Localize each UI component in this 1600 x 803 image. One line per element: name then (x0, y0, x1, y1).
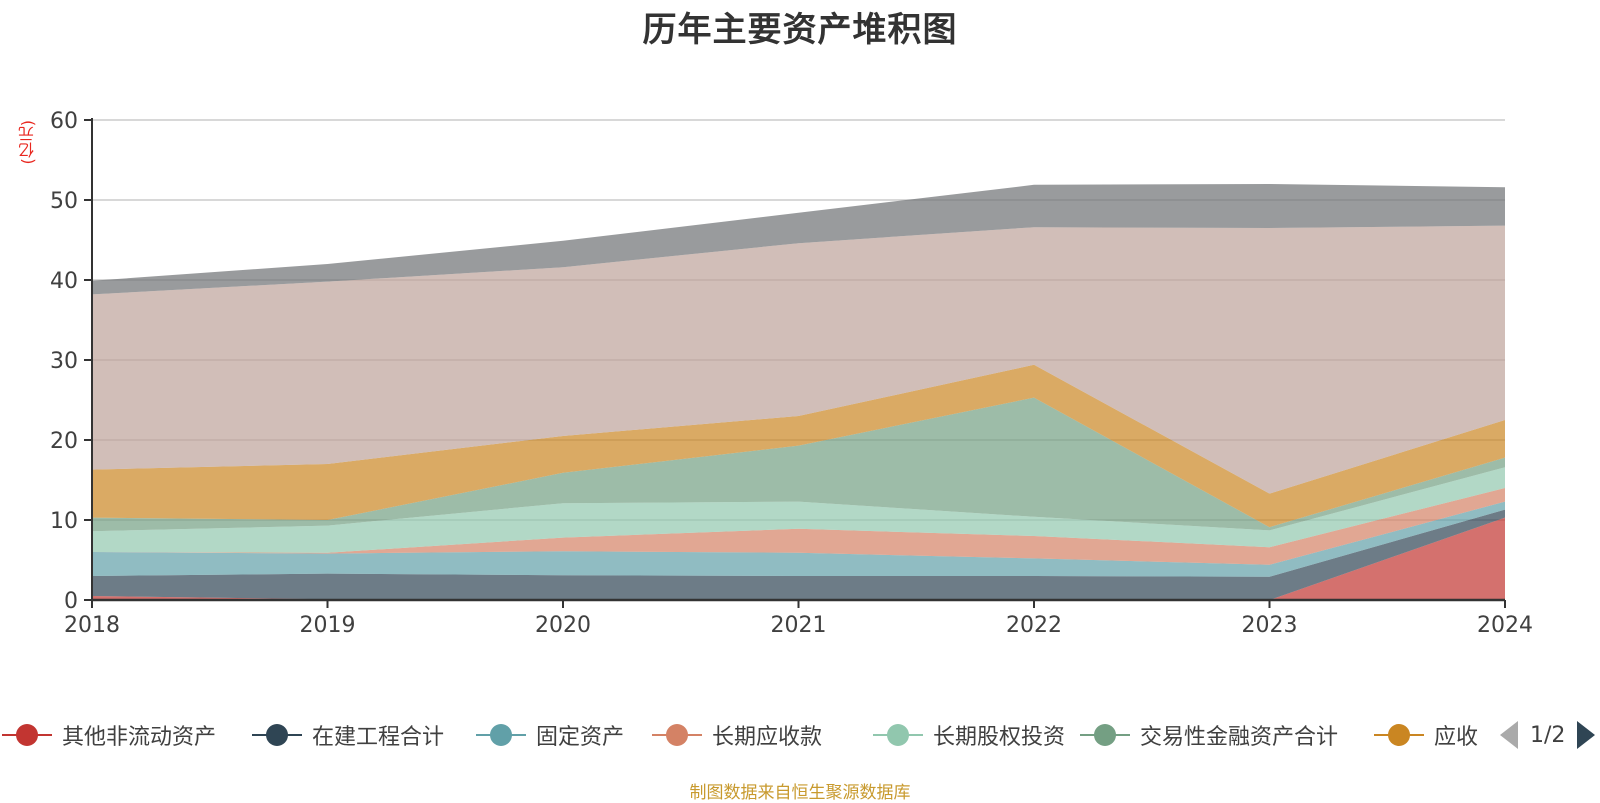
axes: 0 10 20 30 40 50 60 2018 2019 2020 2021 2022 2023 202… (50, 109, 1533, 638)
legend-marker-icon (252, 723, 302, 747)
area-series-0[interactable] (92, 517, 1505, 600)
x-tick-label: 2020 (535, 613, 591, 638)
legend-label: 长期应收款 (712, 725, 823, 750)
stacked-area-chart: 0 10 20 30 40 50 60 2018 2019 2020 2021 2022 2023 202… (50, 109, 1533, 638)
y-tick-label: 30 (50, 349, 78, 374)
area-series-7[interactable] (92, 225, 1505, 494)
x-tick-label: 2018 (64, 613, 120, 638)
legend-item[interactable]: 固定资产 (476, 718, 624, 752)
legend-label: 固定资产 (536, 725, 625, 750)
area-series-8[interactable] (92, 184, 1505, 295)
legend-marker-icon (2, 723, 52, 747)
legend-label: 其他非流动资产 (62, 725, 217, 750)
area-series-5[interactable] (92, 397, 1505, 532)
y-tick-label: 0 (64, 589, 78, 614)
triangle-right-icon[interactable] (1577, 721, 1596, 749)
legend-label: 在建工程合计 (312, 725, 445, 750)
source-note: 制图数据来自恒生聚源数据库 (689, 783, 911, 803)
legend-page-indicator: 1/2 (1530, 722, 1566, 748)
legend-label: 长期股权投资 (933, 725, 1066, 750)
y-tick-label: 10 (50, 509, 78, 534)
x-tick-label: 2019 (300, 613, 356, 638)
area-series-1[interactable] (92, 509, 1505, 600)
area-series-2[interactable] (92, 501, 1505, 577)
area-series-4[interactable] (92, 467, 1505, 553)
triangle-left-icon[interactable] (1500, 721, 1518, 749)
area-layers (92, 184, 1505, 600)
legend-item[interactable]: 长期股权投资 (873, 718, 1065, 752)
legend-marker-icon (652, 723, 702, 747)
y-tick-label: 50 (50, 189, 78, 214)
x-tick-label: 2024 (1477, 613, 1533, 638)
legend-marker-icon (1374, 723, 1424, 747)
y-tick-label: 40 (50, 269, 78, 294)
legend-label: 交易性金融资产合计 (1140, 725, 1339, 750)
x-tick-label: 2021 (771, 613, 827, 638)
legend-marker-icon (476, 723, 526, 747)
legend-item[interactable]: 在建工程合计 (252, 718, 444, 752)
legend: 其他非流动资产 在建工程合计 固定资产 长期应收款 长期股权投资 交易性金融资产合计 应收 (0, 718, 1600, 752)
legend-item[interactable]: 其他非流动资产 (2, 718, 216, 752)
x-tick-label: 2023 (1242, 613, 1298, 638)
legend-item[interactable]: 长期应收款 (652, 718, 822, 752)
legend-marker-icon (873, 723, 923, 747)
area-series-6[interactable] (92, 364, 1505, 528)
x-tick-label: 2022 (1006, 613, 1062, 638)
legend-item[interactable]: 交易性金融资产合计 (1080, 718, 1338, 752)
legend-label: 应收 (1434, 725, 1479, 750)
legend-marker-icon (1080, 723, 1130, 747)
y-tick-label: 60 (50, 109, 78, 134)
legend-pager: 1/2 (1500, 718, 1596, 752)
chart-title: 历年主要资产堆积图 (642, 10, 958, 50)
legend-item[interactable]: 应收 (1374, 718, 1478, 752)
area-series-3[interactable] (92, 488, 1505, 565)
y-tick-label: 20 (50, 429, 78, 454)
